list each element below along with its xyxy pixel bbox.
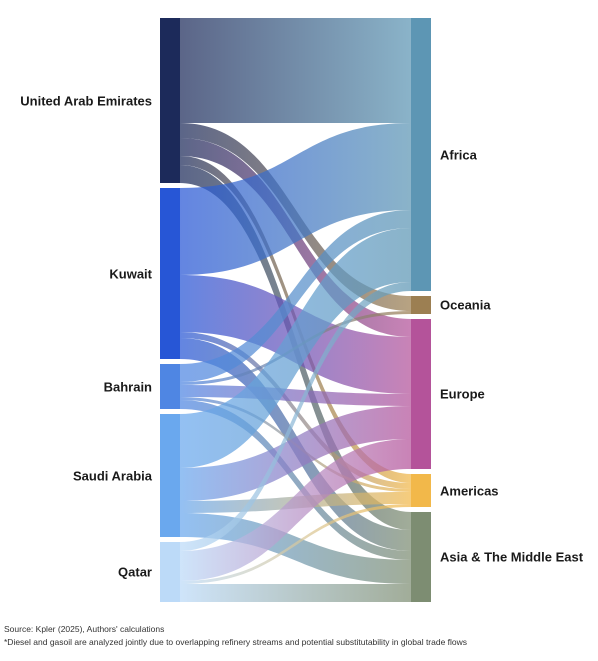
source-label-saudi-arabia: Saudi Arabia [73, 468, 152, 483]
flow-kuwait-to-africa [180, 123, 411, 275]
flow-qatar-to-africa [180, 282, 411, 551]
source-label-kuwait: Kuwait [109, 266, 152, 281]
source-node-united-arab-emirates [160, 18, 180, 183]
target-label-asia-and-the-middle-east: Asia & The Middle East [440, 549, 584, 565]
target-node-oceania [411, 296, 431, 314]
flow-bahrain-to-africa [180, 210, 411, 382]
source-node-bahrain [160, 364, 180, 409]
target-label-europe: Europe [440, 386, 485, 402]
target-node-europe [411, 319, 431, 469]
target-node-asia-and-the-middle-east [411, 512, 431, 602]
flow-kuwait-to-americas [180, 332, 411, 489]
flow-qatar-to-asia-and-the-middle-east [180, 584, 411, 602]
flow-saudi-arabia-to-europe [180, 406, 411, 501]
source-label-qatar: Qatar [118, 564, 152, 580]
source-node-kuwait [160, 188, 180, 359]
flow-qatar-to-europe [180, 439, 411, 581]
target-node-africa [411, 18, 431, 291]
footnote: *Diesel and gasoil are analyzed jointly … [4, 637, 468, 647]
source-label-united-arab-emirates: United Arab Emirates [20, 93, 152, 108]
flow-qatar-to-americas [180, 504, 411, 584]
flow-bahrain-to-europe [180, 385, 411, 406]
target-label-oceania: Oceania [440, 297, 491, 313]
sankey-nodes [160, 18, 431, 602]
source-note: Source: Kpler (2025), Authors' calculati… [4, 624, 165, 634]
sankey-links [180, 18, 411, 602]
source-label-bahrain: Bahrain [103, 379, 152, 394]
flow-united-arab-emirates-to-africa [180, 18, 411, 123]
target-node-americas [411, 474, 431, 507]
target-label-americas: Americas [440, 483, 499, 498]
flow-saudi-arabia-to-africa [180, 228, 411, 468]
flow-bahrain-to-asia-and-the-middle-east [180, 400, 411, 560]
flow-saudi-arabia-to-asia-and-the-middle-east [180, 513, 411, 584]
target-label-africa: Africa [440, 147, 477, 162]
source-node-saudi-arabia [160, 414, 180, 537]
source-node-qatar [160, 542, 180, 602]
